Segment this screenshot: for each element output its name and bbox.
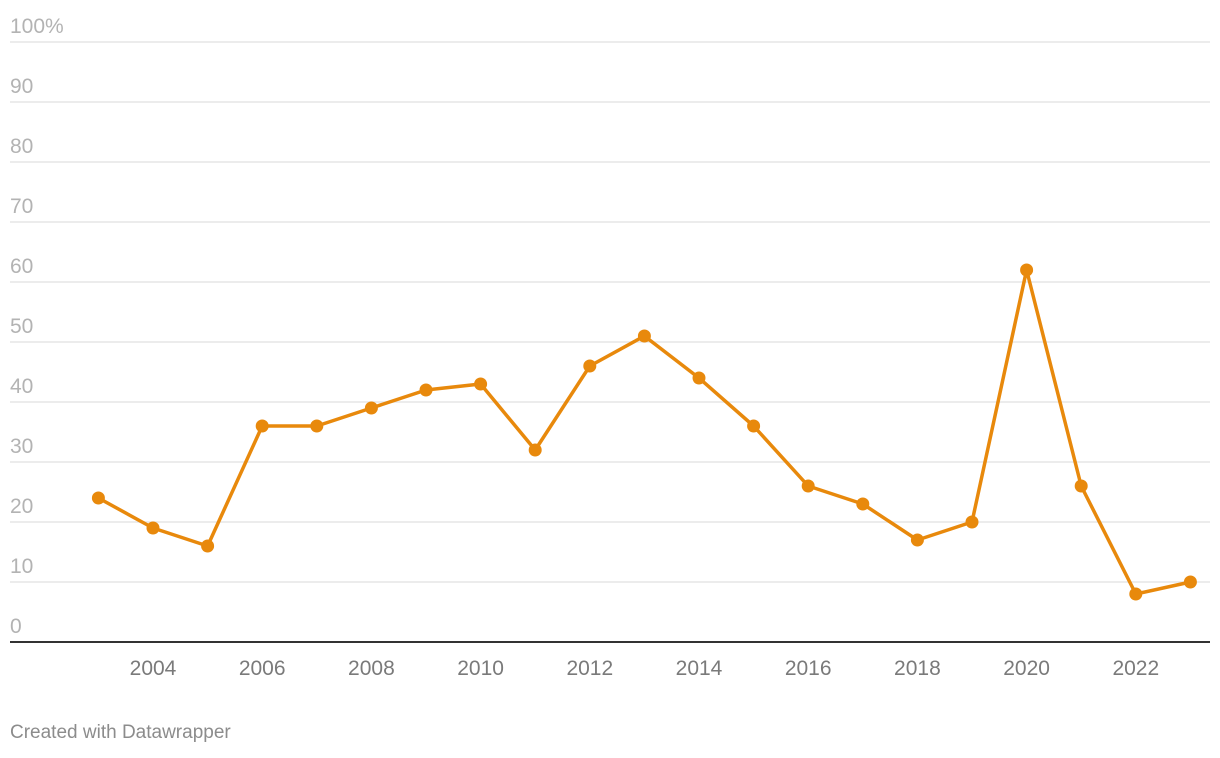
gridlines bbox=[10, 41, 1210, 583]
data-point[interactable] bbox=[856, 497, 870, 511]
data-point[interactable] bbox=[965, 515, 979, 529]
data-point[interactable] bbox=[201, 539, 215, 553]
y-tick-label: 30 bbox=[10, 435, 33, 458]
x-tick-label: 2010 bbox=[457, 657, 504, 680]
y-tick-label: 40 bbox=[10, 375, 33, 398]
x-tick-label: 2020 bbox=[1003, 657, 1050, 680]
data-point[interactable] bbox=[528, 443, 542, 457]
y-axis-tick-labels: 0 10 20 30 40 50 60 70 80 90 100% bbox=[10, 15, 64, 638]
x-tick-label: 2012 bbox=[566, 657, 613, 680]
data-point[interactable] bbox=[1020, 263, 1034, 277]
x-tick-label: 2014 bbox=[676, 657, 723, 680]
x-tick-label: 2006 bbox=[239, 657, 286, 680]
y-tick-label: 70 bbox=[10, 195, 33, 218]
data-point[interactable] bbox=[419, 383, 433, 397]
data-point[interactable] bbox=[637, 329, 651, 343]
x-tick-label: 2008 bbox=[348, 657, 395, 680]
data-point[interactable] bbox=[364, 401, 378, 415]
data-point[interactable] bbox=[910, 533, 924, 547]
y-tick-label: 0 bbox=[10, 615, 22, 638]
x-tick-label: 2022 bbox=[1112, 657, 1159, 680]
y-tick-label: 80 bbox=[10, 135, 33, 158]
x-tick-label: 2016 bbox=[785, 657, 832, 680]
data-point[interactable] bbox=[1074, 479, 1088, 493]
data-point[interactable] bbox=[583, 359, 597, 373]
data-point[interactable] bbox=[474, 377, 488, 391]
y-tick-label: 100% bbox=[10, 15, 64, 38]
y-tick-label: 50 bbox=[10, 315, 33, 338]
y-tick-label: 90 bbox=[10, 75, 33, 98]
data-point[interactable] bbox=[1183, 575, 1197, 589]
data-point[interactable] bbox=[747, 419, 761, 433]
data-point[interactable] bbox=[91, 491, 105, 505]
data-point[interactable] bbox=[801, 479, 815, 493]
x-tick-label: 2004 bbox=[130, 657, 177, 680]
x-tick-label: 2018 bbox=[894, 657, 941, 680]
data-point[interactable] bbox=[255, 419, 269, 433]
y-tick-label: 20 bbox=[10, 495, 33, 518]
data-point[interactable] bbox=[146, 521, 160, 535]
data-point[interactable] bbox=[310, 419, 324, 433]
x-axis-tick-labels: 2004 2006 2008 2010 2012 2014 2016 2018 2020 2022 bbox=[130, 657, 1160, 680]
data-point[interactable] bbox=[1129, 587, 1143, 601]
y-tick-label: 10 bbox=[10, 555, 33, 578]
y-tick-label: 60 bbox=[10, 255, 33, 278]
data-point[interactable] bbox=[692, 371, 706, 385]
series-group bbox=[91, 263, 1197, 601]
datawrapper-credit[interactable]: Created with Datawrapper bbox=[10, 722, 231, 743]
